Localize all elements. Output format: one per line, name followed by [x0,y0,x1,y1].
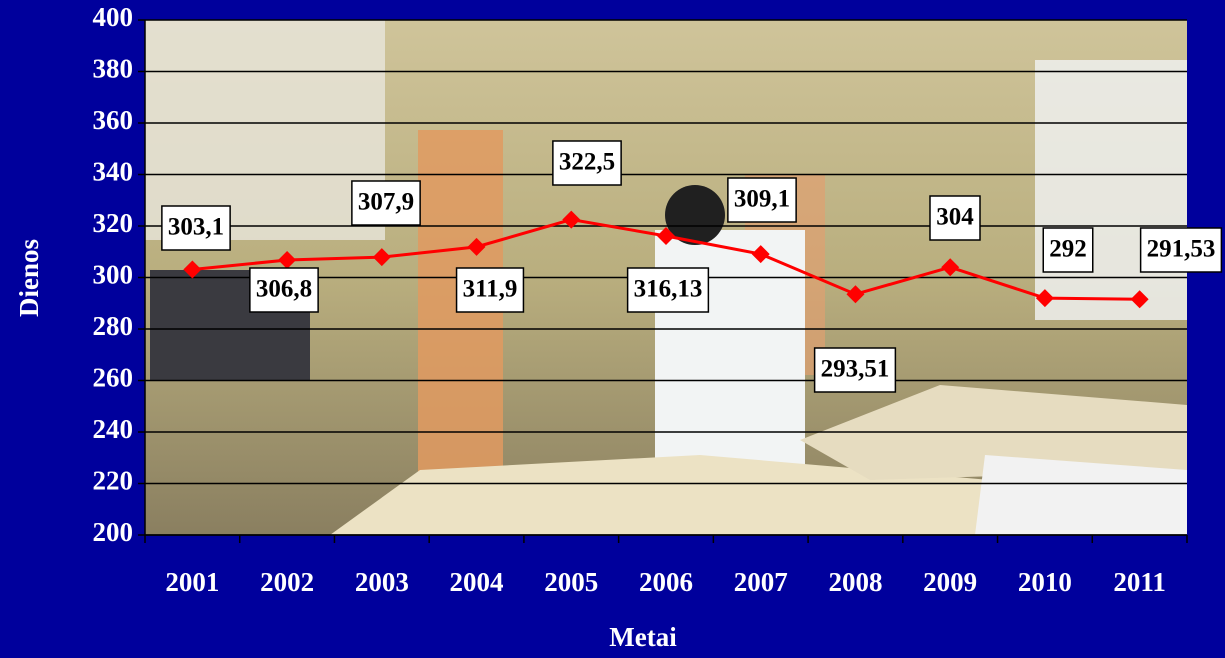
label-box [929,195,981,241]
marker [467,237,486,256]
label-box [1042,227,1094,273]
data-label: 309,1 [734,186,790,213]
data-label: 293,51 [821,356,890,383]
marker [941,258,960,277]
y-tick-label: 280 [93,311,134,341]
x-tick-label: 2005 [544,567,598,597]
marker [846,285,865,304]
label-box [552,140,622,186]
marker [562,210,581,229]
series [183,210,1149,309]
data-label: 316,13 [634,276,703,303]
marker [372,248,391,267]
y-tick-label: 400 [93,2,134,32]
y-tick-label: 220 [93,466,134,496]
y-axis-title: Dienos [14,239,44,317]
marker [278,250,297,269]
data-label-box: 309,1 [727,177,797,223]
label-box [727,177,797,223]
y-tick-label: 300 [93,260,134,290]
y-tick-label: 320 [93,208,134,238]
data-label: 307,9 [358,189,414,216]
data-label-box: 306,8 [249,267,319,313]
data-label: 303,1 [168,214,224,241]
marker [183,260,202,279]
data-label: 292 [1049,236,1087,263]
label-box [813,347,897,393]
data-label-box: 293,51 [813,347,897,393]
data-label-box: 311,9 [455,267,525,313]
data-label-box: 303,1 [161,205,231,251]
data-label-box: 291,53 [1139,227,1223,273]
y-tick-label: 380 [93,54,134,84]
x-tick-label: 2008 [828,567,882,597]
marker [751,245,770,264]
marker [657,226,675,245]
y-tick-label: 360 [93,105,134,135]
x-tick-label: 2001 [165,567,219,597]
label-box [249,267,319,313]
x-tick-label: 2004 [450,567,504,597]
x-tick-label: 2002 [260,567,314,597]
y-tick-label: 260 [93,363,134,393]
y-tick-label: 200 [93,517,134,547]
data-label-box: 322,5 [552,140,622,186]
data-label-box: 304 [929,195,981,241]
x-tick-label: 2009 [923,567,977,597]
x-tick-label: 2007 [734,567,788,597]
x-tick-label: 2003 [355,567,409,597]
data-label-box: 307,9 [351,180,421,226]
marker [1035,289,1054,308]
grid [145,19,1187,536]
x-tick-label: 2006 [639,567,693,597]
x-tick-label: 2011 [1113,567,1166,597]
data-label: 322,5 [559,149,615,176]
label-box [455,267,525,313]
data-label: 291,53 [1147,236,1216,263]
y-tick-label: 240 [93,414,134,444]
data-label-box: 316,13 [626,267,710,313]
x-tick-label: 2010 [1018,567,1072,597]
label-box [626,267,710,313]
data-label-box: 292 [1042,227,1094,273]
data-label: 306,8 [256,276,312,303]
ticks: 200 220 240 260 280 300 320 340 360 380 400 2001 200… [93,2,1188,597]
data-labels: 303,1 306,8 307,9 311,9 322,5 316,13 309,1 293,… [161,140,1223,393]
label-box [1139,227,1223,273]
y-tick-label: 340 [93,157,134,187]
data-label: 311,9 [463,276,518,303]
data-label: 304 [936,204,974,231]
label-box [351,180,421,226]
marker [1130,290,1149,309]
x-axis-title: Metai [609,622,677,652]
label-box [161,205,231,251]
